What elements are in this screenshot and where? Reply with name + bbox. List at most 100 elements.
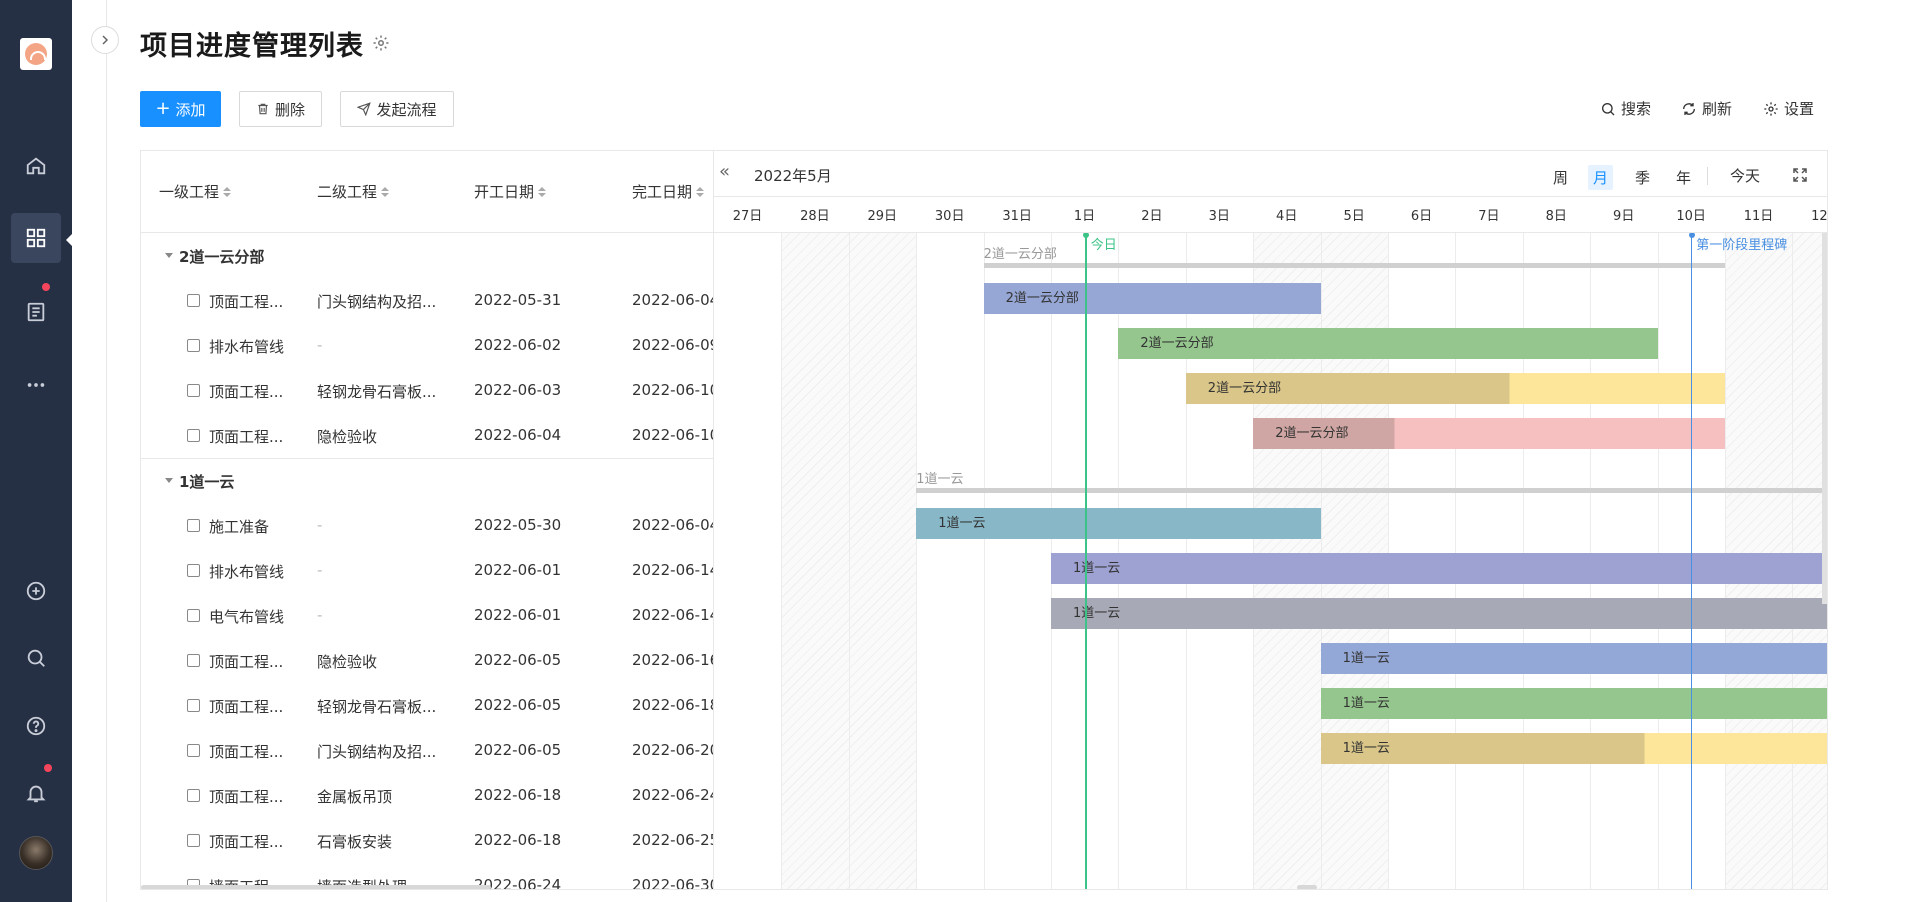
sort-icon[interactable] — [696, 186, 705, 197]
task-bar[interactable]: 1道一云 — [1320, 733, 1827, 764]
nav-home[interactable] — [11, 141, 61, 191]
caret-down-icon[interactable] — [165, 253, 173, 258]
gear-icon[interactable] — [372, 34, 390, 52]
avatar[interactable] — [19, 836, 53, 870]
table-row[interactable]: 顶面工程... 石膏板安装 2022-06-18 2022-06-25 — [141, 818, 713, 863]
task-bar[interactable]: 2道一云分部 — [1185, 373, 1725, 404]
settings-button[interactable]: 设置 — [1763, 98, 1814, 119]
task-bar[interactable]: 2道一云分部 — [1118, 328, 1658, 359]
search-button[interactable]: 搜索 — [1600, 98, 1651, 119]
more-icon — [27, 383, 45, 387]
summary-bar[interactable] — [916, 488, 1827, 493]
row-checkbox[interactable] — [187, 609, 200, 622]
view-year[interactable]: 年 — [1676, 169, 1692, 187]
start-date-cell: 2022-06-04 — [474, 426, 562, 444]
end-date-cell: 2022-06-20 — [632, 741, 713, 759]
nav-more[interactable] — [11, 360, 61, 410]
table-row[interactable]: 顶面工程... 金属板吊顶 2022-06-18 2022-06-24 — [141, 773, 713, 818]
refresh-button[interactable]: 刷新 — [1681, 98, 1732, 119]
milestone-marker-dot[interactable] — [1688, 232, 1695, 238]
table-row[interactable]: 顶面工程... 轻钢龙骨石膏板... 2022-06-05 2022-06-18 — [141, 683, 713, 728]
row-checkbox[interactable] — [187, 744, 200, 757]
table-scrollbar[interactable] — [141, 885, 491, 889]
row-checkbox[interactable] — [187, 429, 200, 442]
table-row[interactable]: 排水布管线 - 2022-06-01 2022-06-14 — [141, 548, 713, 593]
column-header-level1[interactable]: 一级工程 — [159, 181, 232, 202]
task-bar[interactable]: 2道一云分部 — [983, 283, 1321, 314]
fullscreen-icon[interactable] — [1792, 167, 1808, 183]
start-date-cell: 2022-06-05 — [474, 651, 562, 669]
start-flow-button[interactable]: 发起流程 — [340, 91, 454, 127]
nav-notifications[interactable] — [11, 768, 61, 818]
task-bar[interactable]: 1道一云 — [1320, 688, 1827, 719]
table-row[interactable]: 顶面工程... 轻钢龙骨石膏板... 2022-06-03 2022-06-10 — [141, 368, 713, 413]
nav-documents[interactable] — [11, 287, 61, 337]
level1-cell: 顶面工程... — [209, 743, 284, 761]
gear-icon — [1764, 101, 1778, 116]
view-week[interactable]: 周 — [1553, 169, 1569, 187]
group-row[interactable]: 1道一云 — [141, 458, 713, 503]
row-checkbox[interactable] — [187, 519, 200, 532]
task-bar[interactable]: 1道一云 — [916, 508, 1321, 539]
level2-cell: - — [317, 606, 323, 624]
nav-help[interactable] — [11, 701, 61, 751]
task-bar[interactable]: 1道一云 — [1051, 598, 1827, 629]
table-row[interactable]: 电气布管线 - 2022-06-01 2022-06-14 — [141, 593, 713, 638]
task-bar[interactable]: 2道一云分部 — [1253, 418, 1725, 449]
gantt-scrollbar[interactable] — [1297, 885, 1317, 889]
row-checkbox[interactable] — [187, 879, 200, 889]
row-checkbox[interactable] — [187, 564, 200, 577]
view-quarter[interactable]: 季 — [1635, 169, 1651, 187]
add-button[interactable]: + 添加 — [140, 91, 221, 127]
view-month[interactable]: 月 — [1588, 165, 1614, 190]
level2-cell: - — [317, 561, 323, 579]
column-header-level2[interactable]: 二级工程 — [317, 181, 390, 202]
table-row[interactable]: 顶面工程... 隐检验收 2022-06-04 2022-06-10 — [141, 413, 713, 458]
row-checkbox[interactable] — [187, 654, 200, 667]
summary-bar[interactable] — [983, 263, 1725, 268]
today-marker-dot — [1082, 232, 1089, 238]
table-row[interactable]: 顶面工程... 门头钢结构及招... 2022-06-05 2022-06-20 — [141, 728, 713, 773]
table-row[interactable]: 施工准备 - 2022-05-30 2022-06-04 — [141, 503, 713, 548]
column-header-start-date[interactable]: 开工日期 — [474, 181, 547, 202]
double-chevron-left-icon[interactable]: « — [719, 161, 731, 182]
table-row[interactable]: 顶面工程... 隐检验收 2022-06-05 2022-06-16 — [141, 638, 713, 683]
row-checkbox[interactable] — [187, 294, 200, 307]
nav-add[interactable] — [11, 566, 61, 616]
table-row[interactable]: 墙面工程... 墙面造型处理 2022-06-24 2022-06-30 — [141, 863, 713, 889]
table-row[interactable]: 排水布管线 - 2022-06-02 2022-06-09 — [141, 323, 713, 368]
level1-cell: 顶面工程... — [209, 698, 284, 716]
nav-apps[interactable] — [11, 213, 61, 263]
end-date-cell: 2022-06-10 — [632, 381, 713, 399]
table-row[interactable]: 顶面工程... 门头钢结构及招... 2022-05-31 2022-06-04 — [141, 278, 713, 323]
nav-search[interactable] — [11, 633, 61, 683]
today-button[interactable]: 今天 — [1730, 167, 1761, 185]
column-header-label: 开工日期 — [474, 183, 535, 201]
table-header: 一级工程 二级工程 开工日期 完工日期 — [141, 151, 713, 233]
level2-cell: 石膏板安装 — [317, 833, 393, 851]
home-icon — [26, 157, 46, 175]
sort-icon[interactable] — [538, 186, 547, 197]
row-checkbox[interactable] — [187, 339, 200, 352]
day-label: 29日 — [867, 209, 898, 224]
row-checkbox[interactable] — [187, 699, 200, 712]
group-row[interactable]: 2道一云分部 — [141, 233, 713, 278]
app-logo[interactable] — [20, 38, 52, 70]
task-bar[interactable]: 1道一云 — [1320, 643, 1827, 674]
caret-down-icon[interactable] — [165, 478, 173, 483]
row-checkbox[interactable] — [187, 789, 200, 802]
row-checkbox[interactable] — [187, 384, 200, 397]
start-date-cell: 2022-06-01 — [474, 561, 562, 579]
task-bar[interactable]: 1道一云 — [1051, 553, 1827, 584]
sort-icon[interactable] — [381, 186, 390, 197]
page-title: 项目进度管理列表 — [140, 31, 364, 62]
row-checkbox[interactable] — [187, 834, 200, 847]
gantt-vertical-scrollbar[interactable] — [1822, 196, 1827, 604]
column-header-end-date[interactable]: 完工日期 — [632, 181, 705, 202]
grid-line — [781, 233, 783, 889]
collapse-sidebar-button[interactable] — [91, 26, 119, 54]
delete-button[interactable]: 删除 — [239, 91, 322, 127]
day-label: 31日 — [1002, 209, 1032, 224]
sort-icon[interactable] — [223, 186, 232, 197]
